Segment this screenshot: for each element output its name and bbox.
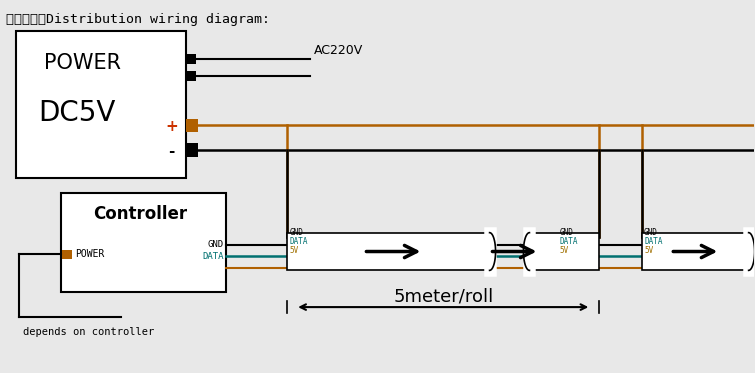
Text: GND: GND (208, 240, 223, 249)
Text: POWER: POWER (75, 250, 104, 260)
Bar (529, 233, 599, 270)
Bar (62, 250, 72, 260)
Text: AC220V: AC220V (314, 44, 363, 57)
Text: 5V: 5V (559, 245, 569, 254)
Bar (288, 233, 489, 270)
Bar (186, 119, 198, 132)
Text: 5V: 5V (644, 245, 653, 254)
Text: DATA: DATA (559, 236, 578, 245)
Text: GND: GND (644, 228, 658, 236)
Text: DATA: DATA (644, 236, 663, 245)
Bar (61, 193, 226, 292)
Text: GND: GND (559, 228, 573, 236)
Bar (186, 54, 196, 64)
Text: +: + (165, 119, 178, 134)
Text: depends on controller: depends on controller (23, 327, 155, 337)
Text: -: - (168, 144, 175, 159)
Text: DATA: DATA (289, 236, 308, 245)
Text: 5meter/roll: 5meter/roll (393, 287, 493, 305)
Text: DATA: DATA (202, 252, 223, 261)
Bar (642, 233, 749, 270)
Bar (17, 31, 186, 178)
Bar (186, 143, 198, 157)
Text: POWER: POWER (45, 53, 122, 73)
Text: DC5V: DC5V (39, 99, 116, 127)
Text: Controller: Controller (93, 205, 187, 223)
Text: 5V: 5V (289, 245, 298, 254)
Text: 配电接线图Distribution wiring diagram:: 配电接线图Distribution wiring diagram: (6, 13, 270, 26)
Text: GND: GND (289, 228, 304, 236)
Bar (186, 71, 196, 81)
